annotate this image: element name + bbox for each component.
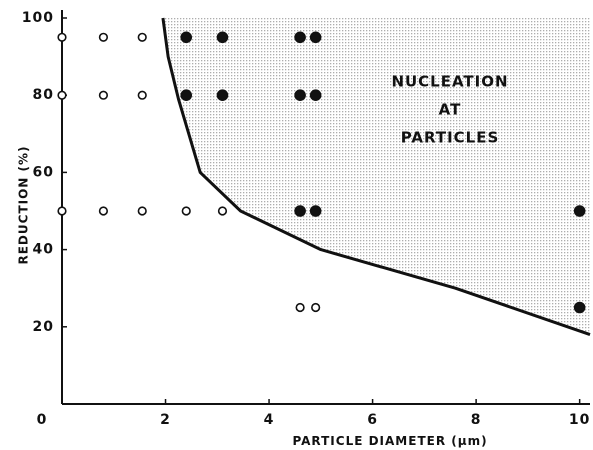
open-point (137, 90, 147, 100)
x-tick-label: 0 (37, 412, 48, 428)
x-tick-label: 10 (569, 412, 590, 428)
open-point (137, 206, 147, 216)
y-tick-label: 80 (33, 87, 54, 103)
open-point (57, 206, 67, 216)
open-point (295, 302, 305, 313)
y-tick-label: 40 (33, 242, 54, 258)
annotation: PARTICLES (401, 129, 500, 147)
shaded-region (162, 18, 591, 335)
filled-point (573, 205, 586, 217)
filled-point (294, 205, 306, 217)
open-point (311, 302, 321, 313)
y-tick-label: 60 (33, 164, 54, 180)
filled-point (216, 89, 229, 101)
open-point (217, 206, 228, 216)
x-tick-label: 2 (160, 412, 171, 428)
annotation: NUCLEATION (391, 73, 508, 91)
open-point (98, 32, 109, 42)
filled-point (309, 31, 322, 44)
filled-point (180, 31, 193, 44)
filled-point (573, 301, 586, 314)
filled-point (216, 31, 229, 44)
y-tick-label: 20 (33, 319, 54, 335)
filled-point (309, 89, 322, 101)
x-tick-label: 4 (264, 412, 275, 428)
x-tick-label: 6 (367, 412, 378, 428)
annotation: AT (439, 101, 462, 119)
y-axis-label: REDUCTION (%) (17, 145, 31, 264)
open-point (98, 90, 109, 100)
y-tick-label: 100 (22, 10, 54, 26)
filled-point (294, 89, 306, 101)
filled-point (294, 31, 306, 44)
open-point (181, 206, 191, 216)
filled-point (309, 205, 322, 217)
x-axis-label: PARTICLE DIAMETER (µm) (292, 434, 487, 448)
boundary-curve (161, 17, 591, 336)
filled-point (180, 89, 193, 101)
open-point (98, 206, 109, 216)
open-point (137, 32, 147, 42)
x-tick-label: 8 (471, 412, 482, 428)
open-point (57, 32, 67, 42)
open-point (57, 90, 67, 100)
